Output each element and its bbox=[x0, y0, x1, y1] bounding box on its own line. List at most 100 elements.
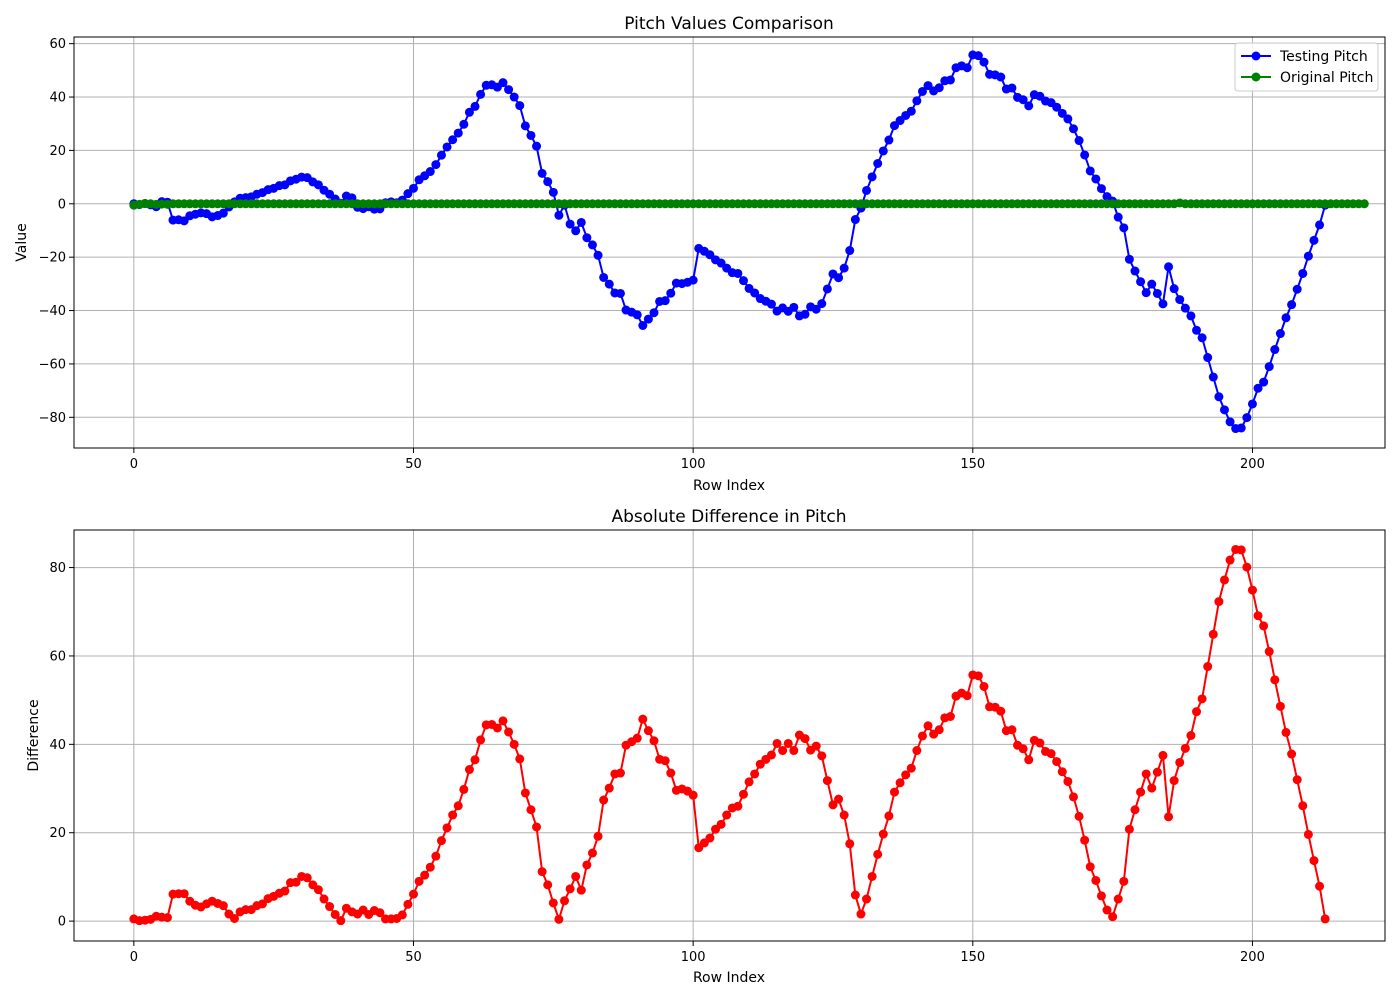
data-point-difference bbox=[878, 829, 888, 839]
data-point-testing-pitch bbox=[476, 89, 486, 99]
x-axis: 0 50 100 150 200 bbox=[130, 448, 1265, 472]
data-point-difference bbox=[1270, 675, 1280, 685]
data-point-testing-pitch bbox=[884, 135, 894, 145]
data-point-difference bbox=[811, 741, 821, 751]
data-point-difference bbox=[1169, 776, 1179, 786]
data-point-difference bbox=[599, 795, 609, 805]
data-point-difference bbox=[230, 913, 240, 923]
data-point-difference bbox=[1147, 783, 1157, 793]
x-tick-label: 150 bbox=[960, 950, 985, 965]
data-point-testing-pitch bbox=[850, 215, 860, 225]
data-point-testing-pitch bbox=[917, 86, 927, 96]
data-point-testing-pitch bbox=[1119, 223, 1129, 233]
data-point-testing-pitch bbox=[738, 276, 748, 286]
data-point-testing-pitch bbox=[582, 233, 592, 243]
data-point-difference bbox=[722, 810, 732, 820]
data-point-difference bbox=[1247, 585, 1257, 595]
data-point-difference bbox=[1102, 905, 1112, 915]
data-point-difference bbox=[537, 867, 547, 877]
data-point-testing-pitch bbox=[817, 299, 827, 309]
data-point-testing-pitch bbox=[587, 240, 597, 250]
data-point-testing-pitch bbox=[1063, 114, 1073, 124]
data-point-difference bbox=[906, 763, 916, 773]
data-point-difference bbox=[688, 790, 698, 800]
data-point-difference bbox=[313, 885, 323, 895]
y-axis-label: Difference bbox=[26, 699, 42, 771]
data-point-testing-pitch bbox=[1192, 325, 1202, 335]
data-point-difference bbox=[1292, 775, 1302, 785]
data-point-testing-pitch bbox=[1298, 268, 1308, 278]
data-point-difference bbox=[945, 712, 955, 721]
data-point-testing-pitch bbox=[867, 172, 877, 182]
series-layer bbox=[129, 50, 1369, 434]
data-point-testing-pitch bbox=[789, 302, 799, 312]
series-line-testing-pitch bbox=[133, 53, 1327, 430]
data-point-testing-pitch bbox=[906, 106, 916, 116]
data-point-difference bbox=[1035, 738, 1045, 748]
data-point-difference bbox=[1124, 824, 1134, 834]
data-point-difference bbox=[1018, 744, 1028, 754]
data-point-difference bbox=[532, 822, 542, 832]
data-point-testing-pitch bbox=[811, 304, 821, 314]
data-point-difference bbox=[666, 768, 676, 778]
data-point-difference bbox=[1315, 881, 1325, 891]
data-point-testing-pitch bbox=[1309, 235, 1319, 245]
data-point-difference bbox=[778, 746, 788, 756]
data-point-difference bbox=[375, 908, 385, 918]
data-point-difference bbox=[750, 769, 760, 779]
data-point-testing-pitch bbox=[1303, 251, 1313, 261]
data-point-testing-pitch bbox=[453, 128, 463, 138]
data-point-difference bbox=[1197, 694, 1207, 704]
data-point-difference bbox=[436, 836, 446, 846]
data-point-difference bbox=[1298, 801, 1308, 811]
data-point-testing-pitch bbox=[403, 189, 413, 199]
data-point-testing-pitch bbox=[660, 296, 670, 306]
data-point-testing-pitch bbox=[632, 310, 642, 320]
data-point-difference bbox=[504, 727, 514, 737]
x-axis-label: Row Index bbox=[693, 478, 765, 494]
data-point-difference bbox=[1242, 562, 1252, 572]
data-point-testing-pitch bbox=[1208, 372, 1218, 382]
data-point-difference bbox=[1068, 792, 1078, 802]
legend-label-original-pitch: Original Pitch bbox=[1280, 70, 1373, 86]
data-point-difference bbox=[1130, 805, 1140, 815]
data-point-testing-pitch bbox=[1281, 313, 1291, 323]
data-point-testing-pitch bbox=[1024, 101, 1034, 111]
data-point-testing-pitch bbox=[845, 246, 855, 256]
data-point-testing-pitch bbox=[934, 83, 944, 93]
data-point-difference bbox=[520, 788, 530, 798]
y-tick-label: −80 bbox=[39, 411, 66, 426]
data-point-testing-pitch bbox=[313, 180, 323, 190]
chart-pitch-values-comparison: Pitch Values Comparison 0 50 100 150 200 −80… bbox=[14, 14, 1386, 494]
data-point-testing-pitch bbox=[638, 321, 648, 330]
data-point-original-pitch bbox=[1359, 199, 1369, 209]
data-point-difference bbox=[414, 876, 424, 886]
data-point-difference bbox=[302, 873, 312, 883]
gridlines bbox=[74, 37, 1385, 448]
data-point-testing-pitch bbox=[962, 63, 972, 73]
data-point-difference bbox=[1052, 757, 1062, 767]
plot-frame bbox=[73, 36, 1386, 449]
y-tick-label: −60 bbox=[39, 357, 66, 372]
data-point-difference bbox=[834, 794, 844, 804]
chart-absolute-difference-in-pitch: Absolute Difference in Pitch 0 50 100 150 20… bbox=[26, 507, 1386, 986]
data-point-difference bbox=[336, 916, 346, 926]
data-point-difference bbox=[319, 894, 329, 904]
data-point-testing-pitch bbox=[436, 150, 446, 160]
data-point-difference bbox=[1119, 876, 1129, 886]
data-point-testing-pitch bbox=[1214, 392, 1224, 402]
data-point-difference bbox=[280, 886, 290, 896]
data-point-difference bbox=[565, 884, 575, 894]
data-point-difference bbox=[492, 723, 502, 733]
data-point-difference bbox=[571, 871, 581, 881]
data-point-difference bbox=[330, 909, 340, 919]
data-point-testing-pitch bbox=[649, 308, 659, 318]
data-point-difference bbox=[638, 714, 648, 724]
data-point-difference bbox=[615, 768, 625, 778]
data-point-difference bbox=[1108, 912, 1118, 922]
data-point-testing-pitch bbox=[1164, 262, 1174, 272]
data-point-difference bbox=[1024, 755, 1034, 765]
data-point-difference bbox=[884, 811, 894, 821]
data-point-testing-pitch bbox=[1225, 417, 1235, 427]
data-point-difference bbox=[1320, 914, 1330, 924]
